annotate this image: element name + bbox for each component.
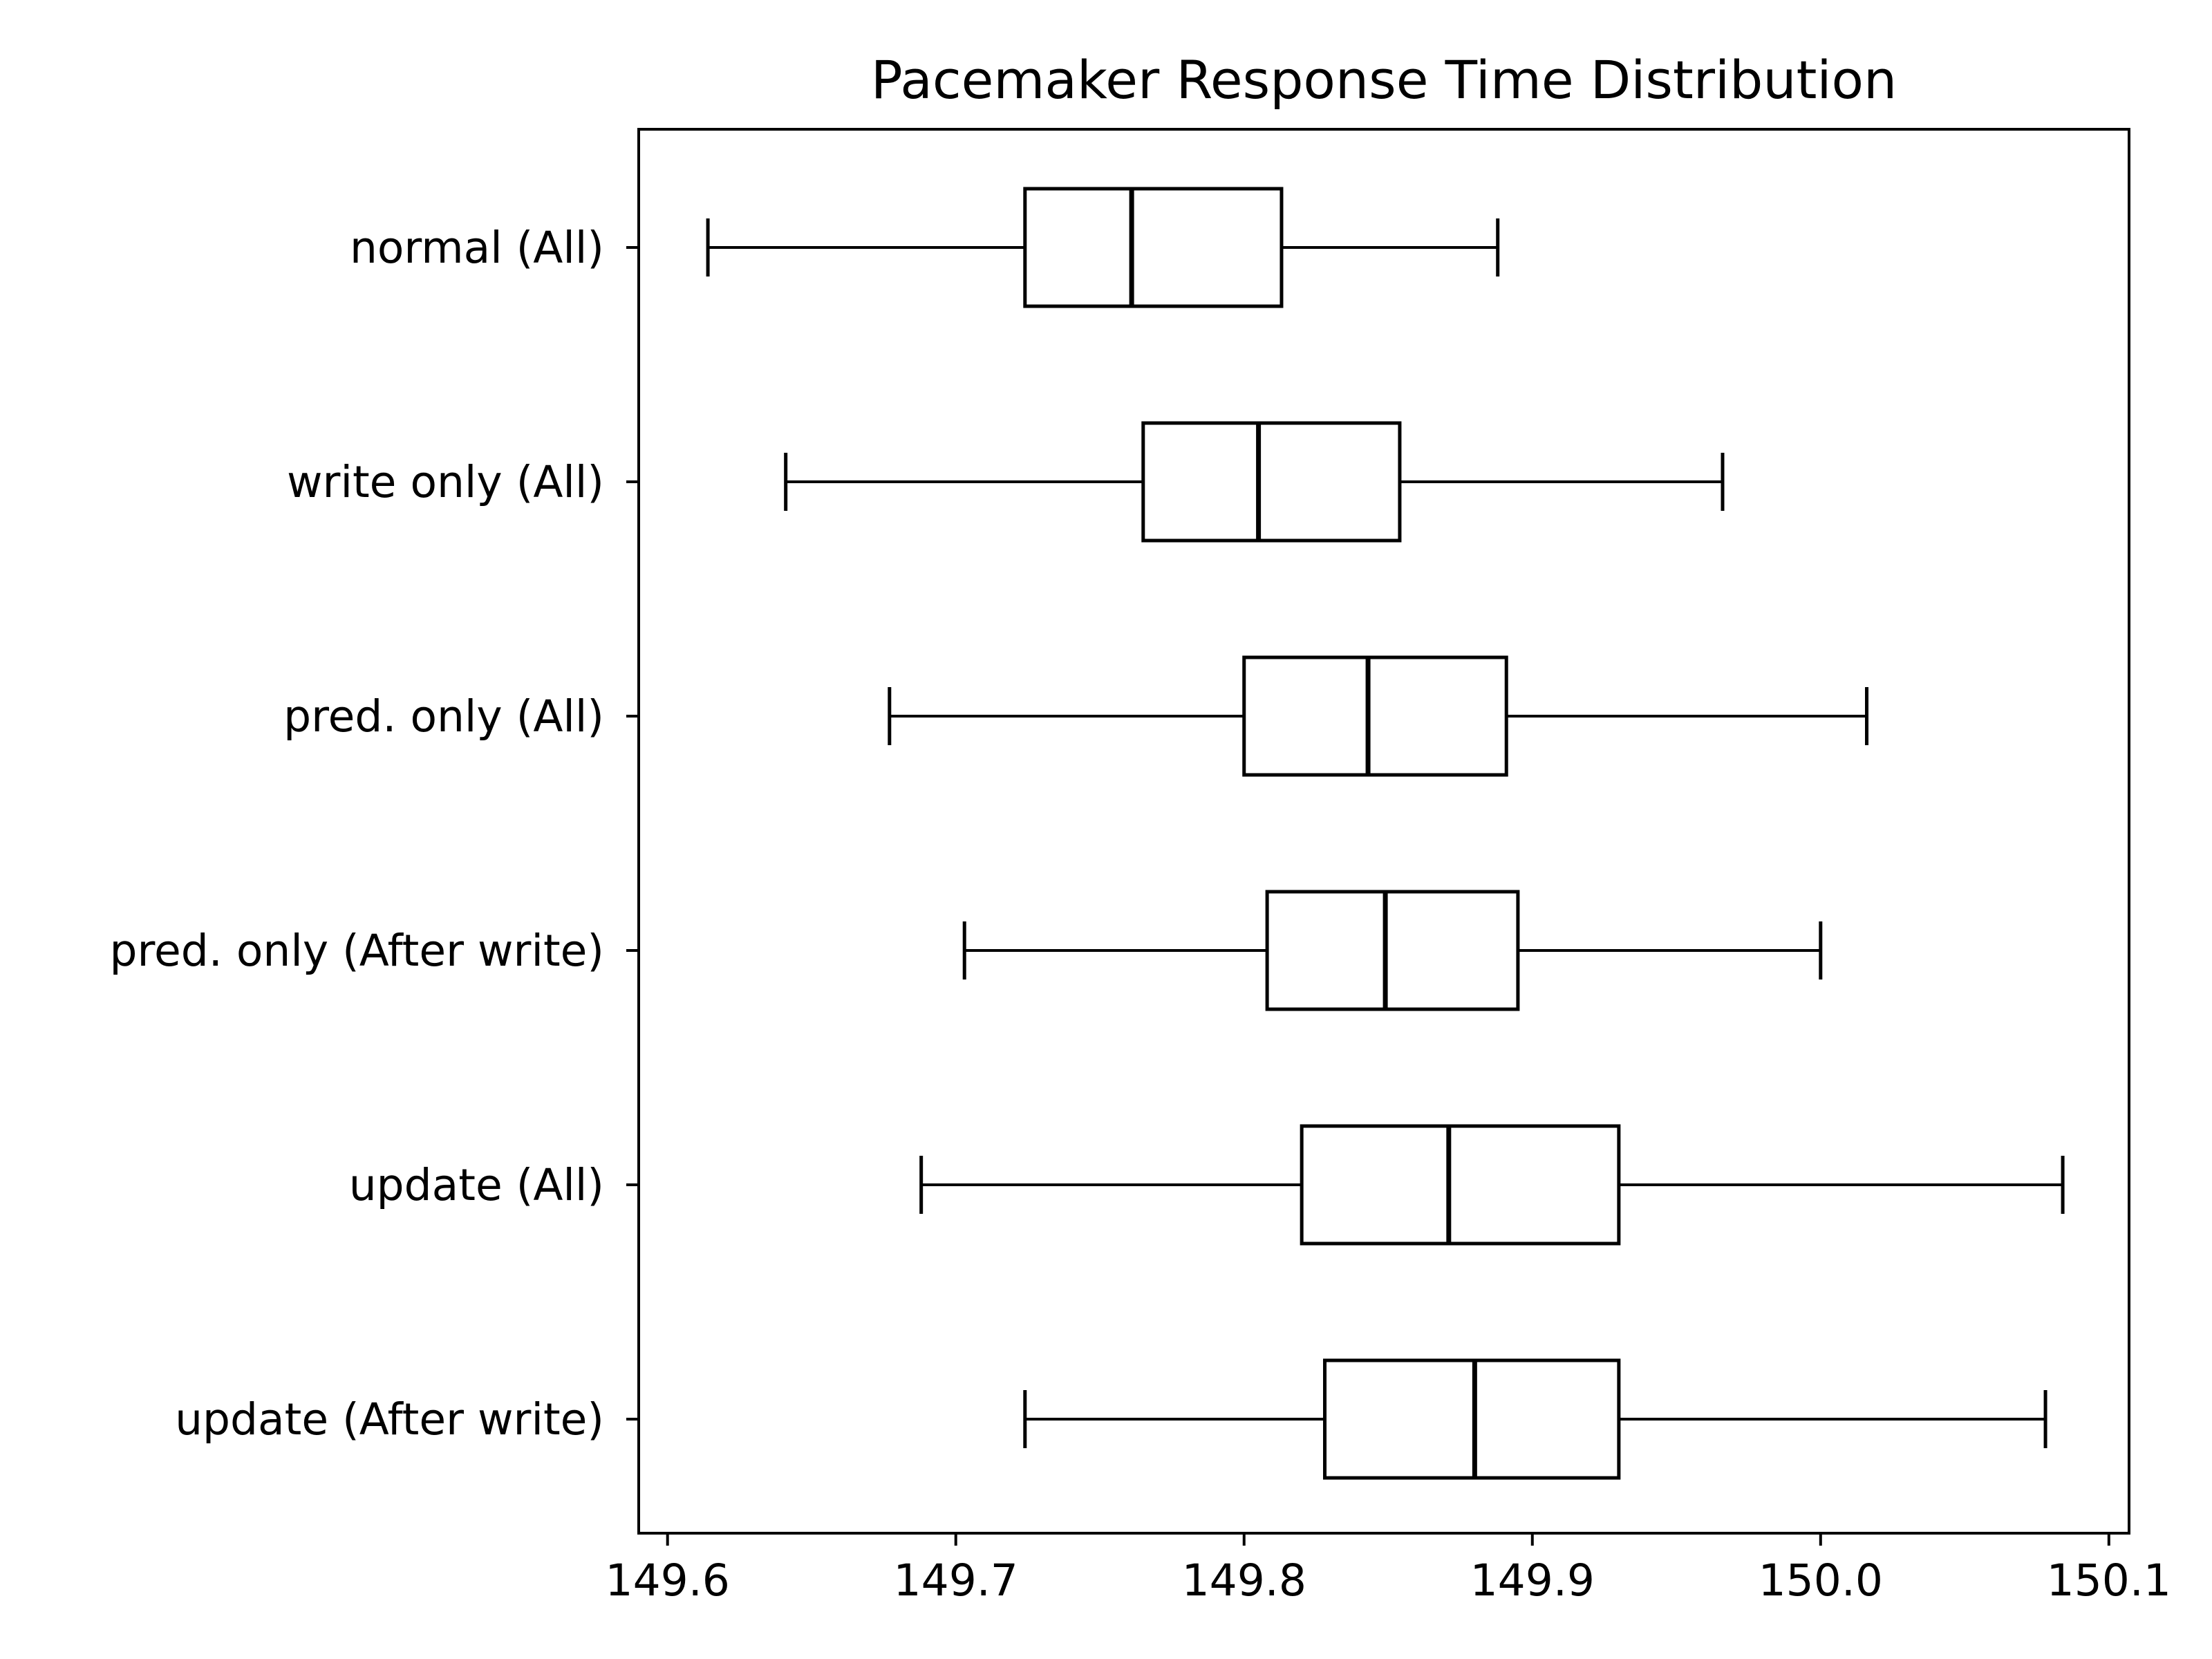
x-tick-label: 150.1 xyxy=(2047,1555,2171,1606)
y-tick-label: update (After write) xyxy=(175,1394,604,1445)
y-tick-label: normal (All) xyxy=(350,223,604,273)
box-iqr xyxy=(1300,1124,1621,1246)
x-tick-label: 149.6 xyxy=(606,1555,730,1606)
y-tick-label: pred. only (After write) xyxy=(110,926,604,976)
y-tick-label: write only (All) xyxy=(287,457,604,507)
x-tick-label: 149.8 xyxy=(1182,1555,1306,1606)
x-tick-label: 150.0 xyxy=(1759,1555,1883,1606)
plot-area: 149.6 149.7 149.8 149.9 150.0 150.1 normal (Al… xyxy=(110,128,2171,1606)
x-tick-label: 149.9 xyxy=(1470,1555,1595,1606)
plot-frame xyxy=(637,128,2130,1535)
chart-title: Pacemaker Response Time Distribution xyxy=(871,49,1897,111)
box-iqr xyxy=(1323,1358,1621,1480)
box-iqr xyxy=(1141,421,1402,543)
box-iqr xyxy=(1265,890,1520,1011)
x-tick-label: 149.7 xyxy=(894,1555,1018,1606)
y-tick-label: pred. only (All) xyxy=(283,691,604,742)
y-tick-label: update (All) xyxy=(349,1160,604,1210)
box-iqr xyxy=(1023,187,1284,308)
box-iqr xyxy=(1242,655,1508,777)
